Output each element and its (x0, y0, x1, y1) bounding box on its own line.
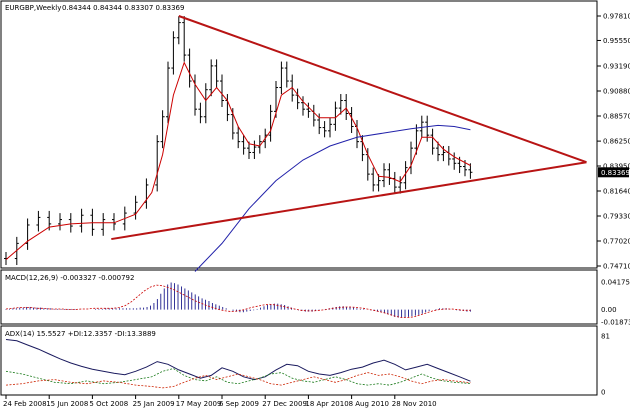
macd-y-tick-label: 0.041755 (601, 279, 630, 287)
price-y-tick-label: 0.74710 (603, 263, 630, 271)
symbol-header: EURGBP,Weekly (5, 4, 61, 12)
price-layer (4, 15, 587, 272)
ma-short-line (5, 61, 471, 260)
price-y-tick-label: 0.81640 (603, 188, 630, 196)
x-tick-label: 18 Apr 2010 (305, 400, 348, 408)
current-price-label: 0.83369 (601, 169, 630, 177)
price-y-tick-label: 0.86250 (603, 138, 630, 146)
adx-y-tick-label: 0 (601, 389, 605, 397)
price-y-tick-label: 0.93190 (603, 63, 630, 71)
current-price-box (598, 167, 629, 178)
ohlc-header: 0.84344 0.84344 0.83307 0.83369 (62, 4, 184, 12)
adx-label: ADX(14) 15.5527 +DI:12.3357 -DI:13.3889 (5, 330, 156, 338)
trendline (178, 15, 587, 164)
macd-label: MACD(12,26,9) -0.003327 -0.000792 (5, 274, 134, 282)
macd-y-tick-label: 0.00 (601, 306, 617, 314)
trendline (111, 161, 587, 241)
x-tick-label: 28 Nov 2010 (392, 400, 437, 408)
price-y-tick-label: 0.83950 (603, 163, 630, 171)
axis-layer: 0.97810 0.95550 0.93190 0.90880 0.88570 0.862… (3, 13, 630, 409)
adx-panel-frame (0, 325, 598, 396)
adx-line (5, 339, 471, 382)
price-y-tick-label: 0.95550 (603, 37, 630, 45)
ma-long-line (194, 124, 471, 272)
adx-y-tick-label: 81 (601, 333, 610, 341)
macd-y-tick-label: -0.018731 (601, 319, 630, 327)
adx-layer (5, 339, 471, 389)
x-tick-label: 25 Jan 2009 (133, 400, 175, 408)
x-tick-label: 24 Feb 2008 (3, 400, 47, 408)
price-y-tick-label: 0.97810 (603, 13, 630, 21)
x-tick-label: 5 Oct 2008 (89, 400, 128, 408)
x-tick-label: 6 Sep 2009 (219, 400, 259, 408)
price-y-tick-label: 0.79330 (603, 213, 630, 221)
macd-signal-line (5, 284, 471, 318)
price-y-tick-label: 0.88570 (603, 113, 630, 121)
x-tick-label: 27 Dec 2009 (262, 400, 307, 408)
x-tick-label: 15 Jun 2008 (46, 400, 88, 408)
macd-panel-frame (0, 269, 598, 325)
price-y-tick-label: 0.90880 (603, 88, 630, 96)
x-tick-label: 17 May 2009 (176, 400, 222, 408)
macd-layer (5, 282, 471, 318)
plus-di-line (5, 368, 471, 386)
x-tick-label: 8 Aug 2010 (349, 400, 389, 408)
price-y-tick-label: 0.77020 (603, 238, 630, 246)
price-panel-frame (0, 0, 598, 269)
minus-di-line (5, 372, 471, 389)
